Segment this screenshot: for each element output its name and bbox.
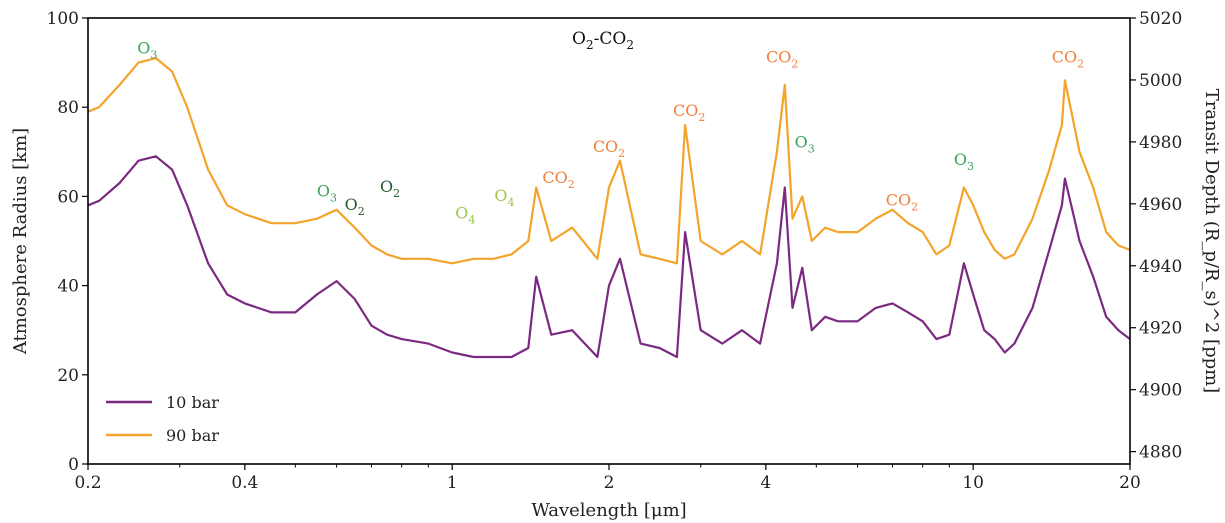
plot-frame: [87, 17, 1131, 465]
annotation-label: O3: [317, 181, 337, 204]
x-axis: 0.2 0.4 1 2 4 10 20: [74, 464, 1141, 493]
series-group: [87, 56, 1131, 359]
y-axis-left: 0 20 40 60 80 100: [47, 9, 88, 475]
annotation-label: O2: [380, 177, 400, 200]
x-axis-title: Wavelength [μm]: [531, 500, 686, 521]
y-right-tick-label: 5020: [1139, 9, 1182, 29]
y-right-tick-label: 4960: [1139, 195, 1182, 215]
chart-title: O2-CO2: [572, 29, 634, 52]
y-left-tick-label: 100: [47, 9, 79, 29]
annotation-label: O3: [137, 39, 157, 62]
y-right-axis-title: Transit Depth (R_p/R_s)^2 [ppm]: [1201, 89, 1222, 393]
x-tick-label: 10: [962, 473, 984, 493]
y-left-tick-label: 40: [57, 277, 79, 297]
annotation-label: CO2: [1052, 48, 1084, 71]
x-tick-label: 1: [447, 473, 458, 493]
annotation-label: O4: [494, 186, 514, 209]
y-right-tick-label: 4900: [1139, 381, 1182, 401]
y-left-tick-label: 0: [68, 455, 79, 475]
y-left-axis-title: Atmosphere Radius [km]: [10, 128, 31, 355]
y-axis-right: 4880 4900 4920 4940 4960 4980 5000 5020: [1130, 9, 1182, 463]
y-left-tick-label: 20: [57, 366, 79, 386]
series-line-10-bar: [87, 155, 1131, 359]
x-tick-label: 20: [1119, 473, 1141, 493]
y-left-tick-label: 60: [57, 187, 79, 207]
annotation-label: CO2: [673, 101, 705, 124]
annotation-label: CO2: [766, 48, 798, 71]
y-right-tick-label: 4880: [1139, 443, 1182, 463]
y-right-tick-label: 5000: [1139, 71, 1182, 91]
annotation-label: CO2: [593, 137, 625, 160]
annotation-label: CO2: [542, 168, 574, 191]
x-tick-label: 2: [604, 473, 615, 493]
series-line-90-bar: [87, 56, 1131, 265]
annotation-label: O3: [795, 132, 815, 155]
annotation-label: CO2: [886, 190, 918, 213]
y-left-tick-label: 80: [57, 98, 79, 118]
y-right-tick-label: 4920: [1139, 319, 1182, 339]
annotations: O3 O3 O2 O2 O4 O4 CO2 CO2 CO2 CO2 O3 CO2 O3 CO2: [137, 39, 1084, 227]
y-right-tick-label: 4940: [1139, 257, 1182, 277]
legend-label: 90 bar: [166, 426, 219, 445]
x-tick-label: 0.2: [74, 473, 101, 493]
annotation-label: O4: [455, 204, 475, 227]
legend: 10 bar 90 bar: [106, 393, 219, 445]
y-right-tick-label: 4980: [1139, 133, 1182, 153]
x-tick-label: 4: [760, 473, 771, 493]
x-tick-label: 0.4: [231, 473, 258, 493]
annotation-label: O3: [954, 150, 974, 173]
annotation-label: O2: [345, 195, 365, 218]
legend-label: 10 bar: [166, 393, 219, 412]
